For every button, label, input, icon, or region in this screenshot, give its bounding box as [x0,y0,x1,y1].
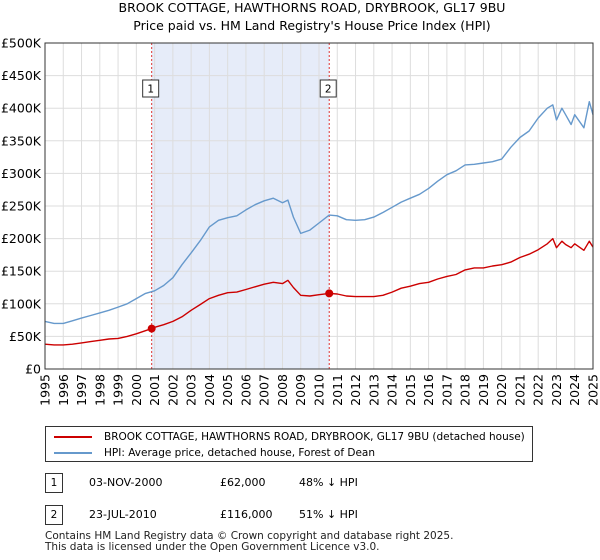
sale-point [325,289,334,298]
x-tick-label: 1999 [111,374,126,406]
chart-subtitle: Price paid vs. HM Land Registry's House … [133,18,490,33]
sale-date: 23-JUL-2010 [89,508,157,521]
x-tick-label: 2013 [366,374,381,406]
y-tick-label: £300K [1,166,42,181]
x-tick-label: 2023 [549,374,564,406]
x-tick-label: 2002 [165,374,180,406]
sale-hpi-diff: 48% ↓ HPI [299,476,358,489]
y-tick-label: £350K [1,133,42,148]
sale-number-badge: 1 [45,473,63,493]
plot-frame [44,42,594,370]
x-tick-label: 2019 [476,374,491,406]
series-line-hpi [44,100,594,325]
x-tick-label: 2018 [458,374,473,406]
legend-label-hpi: HPI: Average price, detached house, Fore… [104,447,376,459]
sale-number-badge: 2 [45,505,63,525]
y-tick-label: £50K [9,329,42,344]
y-tick-label: £150K [1,264,42,279]
footer-line-licence: This data is licensed under the Open Gov… [45,541,380,553]
y-tick-label: £200K [1,231,42,246]
x-tick-label: 2015 [403,374,418,406]
x-tick-label: 2022 [531,374,546,406]
x-tick-label: 2004 [202,374,217,406]
x-tick-label: 2021 [512,374,527,406]
x-tick-label: 2011 [330,374,345,406]
x-tick-label: 2006 [238,374,253,406]
y-tick-label: £100K [1,296,42,311]
x-tick-label: 1996 [56,374,71,406]
y-tick-label: £250K [1,199,42,214]
x-tick-label: 1995 [38,374,53,406]
footer: Contains HM Land Registry data © Crown c… [45,531,453,553]
legend-swatch-property [54,436,92,438]
x-tick-label: 2024 [567,374,582,406]
y-tick-label: £450K [1,68,42,83]
x-tick-label: 2009 [293,374,308,406]
legend-item-hpi: HPI: Average price, detached house, Fore… [54,445,375,461]
x-tick-label: 2017 [439,374,454,406]
sale-date: 03-NOV-2000 [89,476,163,489]
x-tick-label: 2008 [275,374,290,406]
y-tick-label: £400K [1,101,42,116]
x-tick-label: 2001 [147,374,162,406]
x-tick-label: 2003 [184,374,199,406]
sale-hpi-diff: 51% ↓ HPI [299,508,358,521]
x-tick-label: 2012 [348,374,363,406]
sale-row-1: 1 03-NOV-2000 £62,000 48% ↓ HPI [45,473,545,493]
sale-marker-label: 2 [325,84,332,96]
sale-marker-box [142,79,160,98]
y-tick-label: £500K [1,36,42,51]
sale-marker-box [319,79,337,98]
x-tick-label: 2000 [129,374,144,406]
chart-title: BROOK COTTAGE, HAWTHORNS ROAD, DRYBROOK,… [119,0,506,15]
price-chart: BROOK COTTAGE, HAWTHORNS ROAD, DRYBROOK,… [1,0,600,406]
x-tick-label: 2014 [385,374,400,406]
x-tick-label: 1998 [92,374,107,406]
legend-swatch-hpi [54,452,92,454]
sale-price: £62,000 [220,476,266,489]
sale-marker-label: 1 [147,84,154,96]
sale-point [147,324,156,333]
x-tick-label: 2007 [257,374,272,406]
sale-row-2: 2 23-JUL-2010 £116,000 51% ↓ HPI [45,505,545,525]
x-tick-label: 1997 [74,374,89,406]
x-tick-label: 2025 [586,374,600,406]
y-tick-label: £0 [25,362,41,377]
plot-area: 1 2 £0 £50K £100K £150K £200K £250K £300K £350K £4… [1,36,600,406]
legend-label-property: BROOK COTTAGE, HAWTHORNS ROAD, DRYBROOK,… [104,431,525,443]
x-tick-label: 2010 [312,374,327,406]
legend-item-property: BROOK COTTAGE, HAWTHORNS ROAD, DRYBROOK,… [54,429,525,445]
x-tick-label: 2005 [220,374,235,406]
footer-line-copyright: Contains HM Land Registry data © Crown c… [45,530,454,542]
sale-price: £116,000 [220,508,273,521]
x-tick-label: 2020 [494,374,509,406]
x-tick-label: 2016 [421,374,436,406]
legend: BROOK COTTAGE, HAWTHORNS ROAD, DRYBROOK,… [45,426,533,462]
